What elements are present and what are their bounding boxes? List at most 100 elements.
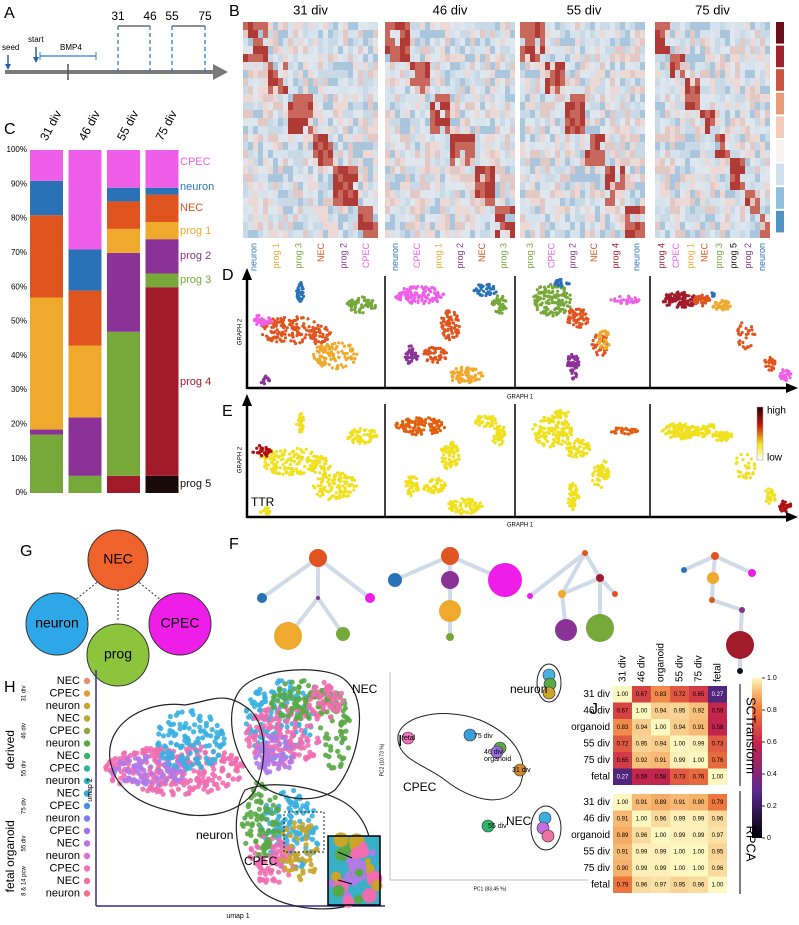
heatmap-cell <box>625 38 630 46</box>
heatmap-cell <box>550 54 555 62</box>
heatmap-cell <box>248 54 253 62</box>
heatmap-cell <box>465 174 470 182</box>
heatmap-cell <box>425 174 430 182</box>
heatmap-cell <box>585 134 590 142</box>
heatmap-cell <box>590 118 595 126</box>
heatmap-cell <box>700 158 705 166</box>
heatmap-cell <box>348 182 353 190</box>
heatmap-cell <box>710 142 715 150</box>
cell-dot <box>279 857 285 864</box>
heatmap-cell <box>570 54 575 62</box>
heatmap-cell <box>248 78 253 86</box>
heatmap-cell <box>313 78 318 86</box>
heatmap-cell <box>595 54 600 62</box>
heatmap-cell <box>273 222 278 230</box>
heatmap-cell <box>705 110 710 118</box>
heatmap-cell <box>440 206 445 214</box>
heatmap-cell <box>550 46 555 54</box>
axis-arrow <box>242 394 252 406</box>
heatmap-cell <box>730 86 735 94</box>
heatmap-cell <box>735 118 740 126</box>
heatmap-cell <box>620 142 625 150</box>
cell-dot <box>309 836 315 843</box>
heatmap-cell <box>620 214 625 222</box>
heatmap-cell <box>415 126 420 134</box>
heatmap-cell <box>690 182 695 190</box>
cell-dot <box>258 813 264 819</box>
heatmap-cell <box>635 102 640 110</box>
heatmap-cell <box>535 150 540 158</box>
heatmap-cell <box>615 94 620 102</box>
heatmap-cell <box>680 62 685 70</box>
heatmap-cell <box>680 158 685 166</box>
heatmap-cell <box>525 22 530 30</box>
heatmap-cell <box>460 206 465 214</box>
cell-dot <box>294 702 300 708</box>
heatmap-cell <box>465 118 470 126</box>
heatmap-cell <box>665 214 670 222</box>
heatmap-cell <box>288 70 293 78</box>
cell-dot <box>500 311 504 315</box>
timeline-label: seed <box>2 43 19 52</box>
cell-dot <box>252 737 258 743</box>
bar-segment <box>68 150 102 250</box>
heatmap-cell <box>680 214 685 222</box>
heatmap-cell <box>450 190 455 198</box>
heatmap-cell <box>670 174 675 182</box>
heatmap-cell <box>308 206 313 214</box>
heatmap-cell <box>560 118 565 126</box>
cell-dot <box>307 868 313 874</box>
cell-dot <box>299 856 305 862</box>
heatmap-cell <box>323 86 328 94</box>
cell-dot <box>123 768 130 774</box>
heatmap-cell <box>705 166 710 174</box>
heatmap-cell <box>298 142 303 150</box>
heatmap-cell <box>425 22 430 30</box>
heatmap-cell <box>283 38 288 46</box>
heatmap-cell <box>410 86 415 94</box>
heatmap-cell <box>248 110 253 118</box>
cell-dot <box>288 693 294 699</box>
heatmap-cell <box>420 46 425 54</box>
heatmap-cell <box>610 222 615 230</box>
cell-dot <box>337 728 344 734</box>
heatmap-cell <box>640 150 645 158</box>
heatmap-cell <box>363 54 368 62</box>
heatmap-cell <box>500 70 505 78</box>
heatmap-cell <box>395 126 400 134</box>
heatmap-cell <box>680 118 685 126</box>
cell-dot <box>292 857 298 863</box>
heatmap-cell <box>348 110 353 118</box>
inset-cell <box>354 868 364 878</box>
heatmap-cell <box>268 38 273 46</box>
heatmap-cell <box>525 158 530 166</box>
heatmap-cell <box>760 70 765 78</box>
heatmap-cell <box>685 94 690 102</box>
heatmap-cell <box>510 94 515 102</box>
cell-dot <box>303 709 310 715</box>
heatmap-cell <box>660 158 665 166</box>
cell-dot <box>256 822 262 828</box>
heatmap-cell <box>420 94 425 102</box>
heatmap-cell <box>293 134 298 142</box>
cluster-label: neuron <box>249 243 259 271</box>
heatmap-cell <box>470 142 475 150</box>
cluster-label: neuron <box>757 243 767 271</box>
heatmap-cell <box>510 182 515 190</box>
heatmap-cell <box>625 70 630 78</box>
legend-entry: prog 1 <box>180 225 211 237</box>
heatmap-cell <box>298 190 303 198</box>
heatmap-cell <box>610 190 615 198</box>
heatmap-cell <box>303 70 308 78</box>
cell-dot <box>255 813 261 819</box>
heatmap-cell <box>600 182 605 190</box>
neuron-node <box>25 592 89 656</box>
cell-dot <box>478 293 483 297</box>
heatmap-cell <box>353 94 358 102</box>
heatmap-cell <box>670 206 675 214</box>
heatmap-cell <box>730 206 735 214</box>
heatmap-cell <box>500 62 505 70</box>
heatmap-cell <box>670 110 675 118</box>
cell-dot <box>495 310 499 314</box>
heatmap-cell <box>368 182 373 190</box>
